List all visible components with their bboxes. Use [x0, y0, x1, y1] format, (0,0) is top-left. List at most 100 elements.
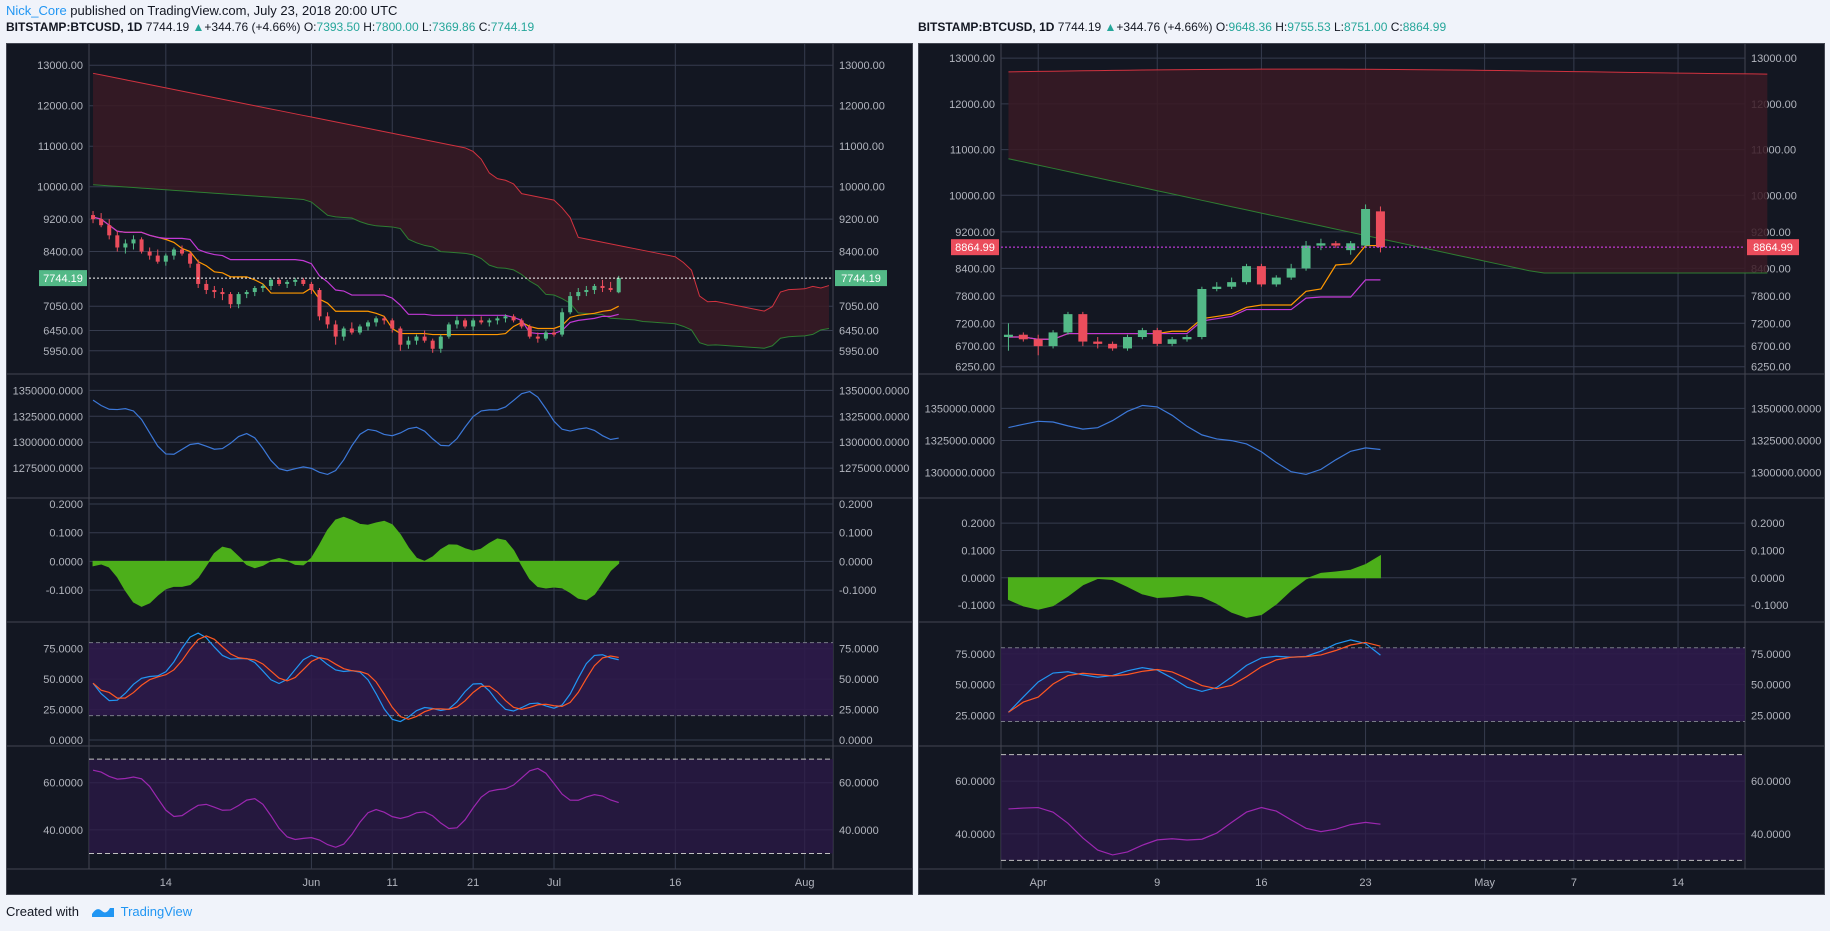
price-tick-left: 9200.00: [43, 214, 83, 226]
left-chart-svg[interactable]: 14 Jun 11 21 Jul 16 Aug 13000.00 13000.00 12000.0…: [7, 44, 912, 894]
author-link[interactable]: Nick_Core: [6, 3, 67, 18]
price-tick-left: 12000.00: [949, 99, 995, 111]
price-tick-left: 9200.00: [955, 227, 995, 239]
left-low: 7369.86: [432, 20, 476, 34]
price-tick-right: 7800.00: [1751, 291, 1791, 303]
indicator-tick-right: 50.0000: [839, 674, 879, 686]
indicator-tick-right: 0.2000: [1751, 518, 1785, 530]
time-tick-label: 11: [387, 877, 398, 889]
candle-body: [1271, 277, 1281, 285]
candle-body: [1137, 330, 1147, 337]
price-tick-left: 6450.00: [43, 326, 83, 338]
candle-body: [107, 225, 112, 236]
rsi-line: [1008, 806, 1381, 856]
candle-body: [454, 320, 459, 325]
rsi-band: [89, 759, 833, 854]
indicator-tick-left: 40.0000: [43, 825, 83, 837]
indicator-tick-left: 40.0000: [955, 829, 995, 841]
indicator-tick-right: 50.0000: [1751, 680, 1791, 692]
time-tick-label: 9: [1154, 877, 1160, 889]
indicator-tick-right: 1275000.0000: [839, 463, 909, 475]
last-price-label-left: 8864.99: [955, 242, 995, 254]
rsi-band: [1001, 754, 1745, 861]
candle-body: [357, 326, 362, 333]
indicator-tick-right: 0.1000: [1751, 545, 1785, 557]
candle-body: [99, 219, 104, 226]
left-symbol: BITSTAMP:BTCUSD, 1D: [6, 20, 143, 34]
senkou-b-line: [93, 184, 830, 349]
candle-body: [527, 326, 532, 337]
time-tick-label: 14: [1672, 877, 1684, 889]
indicator-tick-left: 25.0000: [43, 705, 83, 717]
candle-body: [91, 215, 96, 220]
candle-body: [584, 290, 589, 293]
created-with-text: Created with: [6, 904, 79, 919]
candle-body: [196, 263, 201, 284]
candle-body: [1152, 330, 1162, 344]
candle-body: [1093, 341, 1103, 344]
candle-body: [1227, 282, 1237, 287]
left-chart[interactable]: 14 Jun 11 21 Jul 16 Aug 13000.00 13000.00 12000.0…: [6, 43, 913, 895]
time-tick-label: Jun: [303, 877, 321, 889]
stoch-d-line: [92, 635, 619, 720]
candle-body: [1182, 337, 1192, 340]
up-triangle-icon: ▲: [1104, 20, 1117, 34]
indicator-tick-right: 1325000.0000: [1751, 436, 1821, 448]
indicator-tick-left: 0.0000: [961, 573, 995, 585]
indicator-tick-left: 50.0000: [43, 674, 83, 686]
ao-area: [1007, 554, 1381, 618]
candle-body: [123, 243, 128, 248]
candle-body: [285, 281, 290, 284]
indicator-tick-right: 1300000.0000: [1751, 468, 1821, 480]
candle-body: [1242, 266, 1252, 283]
candle-body: [576, 292, 581, 297]
candle-body: [495, 318, 500, 321]
candle-body: [406, 340, 411, 345]
candle-body: [228, 294, 233, 305]
candle-body: [1167, 339, 1177, 344]
time-tick-label: 16: [669, 877, 681, 889]
last-price-badge-left: [39, 270, 87, 287]
price-tick-right: 6450.00: [839, 326, 879, 338]
time-tick-label: 14: [160, 877, 172, 889]
candle-body: [487, 320, 492, 323]
indicator-tick-left: 0.2000: [49, 499, 83, 511]
indicator-tick-right: 0.1000: [839, 528, 873, 540]
last-price-badge-left: [951, 239, 999, 256]
candle-body: [1018, 334, 1028, 340]
right-chart[interactable]: Apr 9 16 23 May 7 14 13000.00 13000.00 12000.00 12…: [918, 43, 1825, 895]
stoch-band: [1001, 647, 1745, 722]
price-tick-right: 5950.00: [839, 346, 879, 358]
candle-body: [317, 290, 322, 317]
candle-body: [471, 320, 476, 327]
label-l: L:: [421, 20, 432, 34]
price-tick-left: 8400.00: [43, 247, 83, 259]
label-l: L:: [1333, 20, 1344, 34]
indicator-tick-right: 60.0000: [1751, 776, 1791, 788]
candle-body: [414, 336, 419, 341]
time-tick-label: Jul: [547, 877, 561, 889]
label-o: O:: [303, 20, 317, 34]
price-tick-right: 13000.00: [839, 60, 885, 72]
price-tick-left: 13000.00: [949, 53, 995, 65]
label-h: H:: [363, 20, 376, 34]
indicator-tick-right: 25.0000: [1751, 710, 1791, 722]
candle-body: [568, 296, 573, 313]
indicator-tick-left: 75.0000: [43, 644, 83, 656]
candle-body: [131, 239, 136, 244]
left-close: 7744.19: [490, 20, 535, 34]
label-h: H:: [1275, 20, 1288, 34]
candle-body: [503, 316, 508, 319]
indicator-tick-left: 50.0000: [955, 680, 995, 692]
last-price-badge-right: [835, 270, 887, 287]
time-tick-label: Apr: [1030, 877, 1047, 889]
tradingview-link[interactable]: TradingView: [120, 904, 193, 919]
indicator-tick-right: -0.1000: [839, 585, 876, 597]
tradingview-logo-icon[interactable]: [91, 904, 115, 921]
right-low: 8751.00: [1344, 20, 1388, 34]
price-tick-right: 6700.00: [1751, 341, 1791, 353]
candle-body: [1197, 289, 1207, 337]
ichimoku-cloud: [1008, 69, 1768, 274]
candle-body: [163, 255, 168, 262]
